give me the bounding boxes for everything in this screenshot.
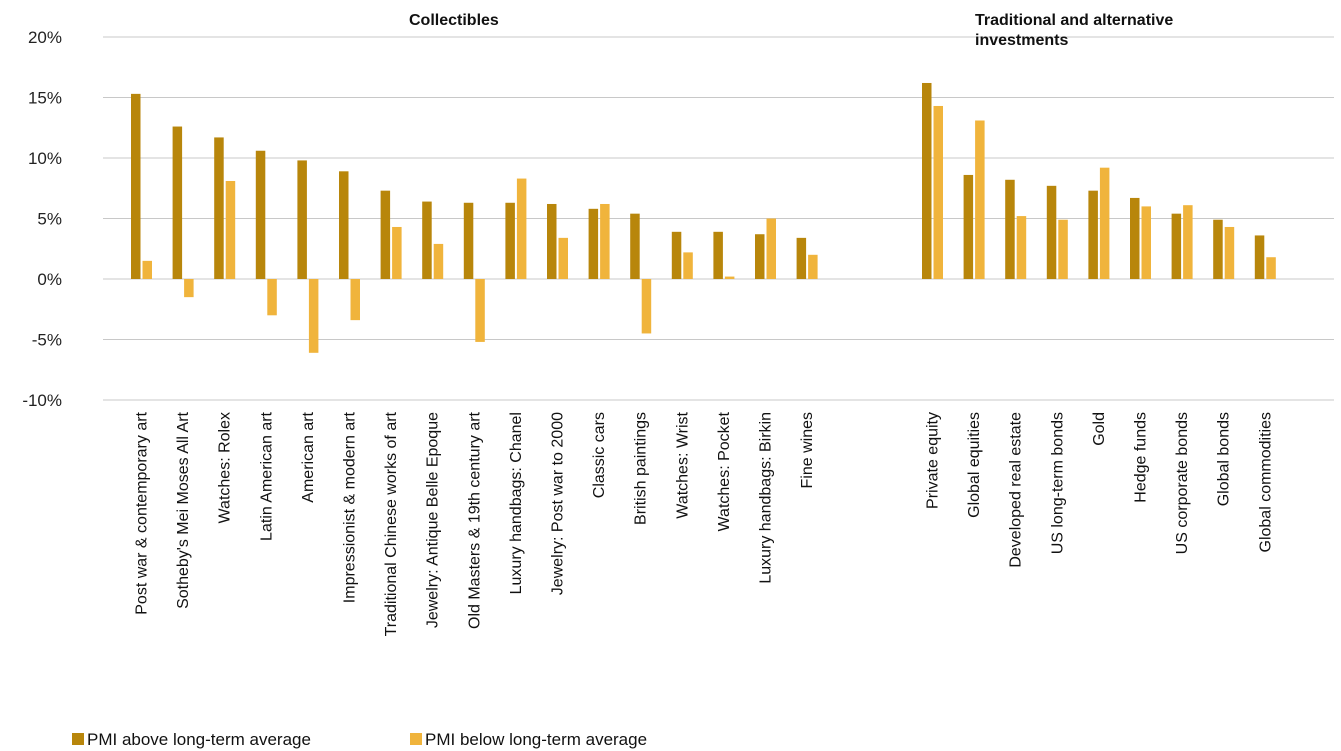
bar-below-average: [808, 254, 818, 279]
legend-swatch: [72, 733, 84, 745]
bar-above-average: [297, 160, 307, 279]
bar-below-average: [475, 279, 485, 342]
category-label: Post war & contemporary art: [134, 411, 151, 614]
bar-below-average: [142, 260, 152, 279]
category-label: Watches: Pocket: [716, 411, 733, 531]
bar-above-average: [547, 203, 557, 279]
bar-above-average: [422, 201, 432, 279]
y-tick-label: -10%: [22, 391, 62, 410]
bar-below-average: [683, 252, 693, 279]
bar-below-average: [600, 203, 610, 279]
bar-below-average: [558, 237, 568, 279]
y-tick-label: 10%: [28, 149, 62, 168]
bar-below-average: [267, 279, 277, 316]
category-label: Fine wines: [799, 412, 816, 488]
category-label: Classic cars: [591, 412, 608, 498]
category-label: Traditional Chinese works of art: [383, 411, 400, 636]
category-label: Global equities: [966, 412, 983, 518]
category-label: Gold: [1091, 412, 1108, 446]
category-label: Global bonds: [1216, 412, 1233, 506]
y-tick-label: 15%: [28, 89, 62, 108]
y-tick-label: 0%: [37, 270, 62, 289]
bar-below-average: [724, 276, 735, 279]
category-labels: Post war & contemporary art Sotheby's Mei…: [134, 411, 1275, 636]
y-tick-label: -5%: [32, 331, 62, 350]
category-label: US long-term bonds: [1049, 412, 1066, 554]
category-label: Hedge funds: [1133, 412, 1150, 503]
bar-above-average: [713, 231, 723, 279]
bar-below-average: [1183, 205, 1193, 279]
bars: [131, 82, 1276, 353]
bar-above-average: [1005, 179, 1015, 279]
group-titles: Collectibles Traditional and alternative i…: [409, 12, 1173, 49]
category-label: Jewelry: Post war to 2000: [550, 412, 567, 595]
group-title: Traditional and alternative: [975, 12, 1173, 29]
bar-below-average: [516, 178, 527, 279]
bar-above-average: [1254, 235, 1265, 279]
category-label: Global commodities: [1257, 412, 1274, 553]
category-label: British paintings: [633, 412, 650, 525]
category-label: Old Masters & 19th century art: [466, 411, 483, 629]
bar-above-average: [796, 237, 807, 279]
legend-label: PMI above long-term average: [87, 730, 311, 749]
category-label: Impressionist & modern art: [342, 411, 359, 603]
category-label: Jewelry: Antique Belle Epoque: [425, 412, 442, 628]
y-tick-label: 20%: [28, 28, 62, 47]
category-label: Latin American art: [258, 411, 275, 541]
bar-below-average: [350, 279, 360, 321]
bar-above-average: [671, 231, 682, 279]
bar-below-average: [933, 105, 943, 279]
legend-label: PMI below long-term average: [425, 730, 647, 749]
bar-below-average: [766, 218, 776, 279]
y-axis-ticks: 20% 15% 10% 5% 0% -5% -10%: [22, 28, 62, 410]
group-title: Collectibles: [409, 12, 499, 29]
bar-below-average: [392, 226, 402, 279]
bar-above-average: [339, 171, 349, 279]
bar-above-average: [588, 208, 599, 279]
bar-above-average: [463, 202, 474, 279]
category-label: Private equity: [925, 412, 942, 509]
bar-below-average: [433, 243, 444, 279]
bar-below-average: [641, 279, 652, 334]
bar-above-average: [131, 93, 141, 280]
category-label: Developed real estate: [1008, 412, 1025, 568]
bar-below-average: [184, 279, 194, 298]
bar-above-average: [1213, 219, 1223, 279]
bar-above-average: [1046, 185, 1057, 279]
bar-below-average: [1266, 257, 1276, 279]
bar-above-average: [505, 202, 515, 279]
bar-below-average: [1099, 167, 1110, 279]
bar-above-average: [255, 150, 266, 279]
bar-below-average: [1058, 219, 1068, 279]
bar-below-average: [1141, 206, 1151, 279]
bar-above-average: [963, 174, 974, 279]
bar-below-average: [308, 279, 319, 353]
bar-above-average: [1171, 213, 1182, 279]
category-label: Watches: Rolex: [217, 412, 234, 523]
y-tick-label: 5%: [37, 210, 62, 229]
bar-below-average: [975, 120, 985, 280]
bar-below-average: [1016, 216, 1027, 279]
bar-above-average: [630, 213, 640, 279]
bar-above-average: [755, 234, 765, 279]
bar-above-average: [922, 82, 932, 279]
category-label: Watches: Wrist: [674, 411, 691, 518]
category-label: Luxury handbags: Chanel: [508, 412, 525, 594]
group-title: investments: [975, 32, 1068, 49]
legend-swatch: [410, 733, 422, 745]
bar-above-average: [380, 190, 391, 279]
category-label: Luxury handbags: Birkin: [758, 412, 775, 584]
category-label: American art: [300, 411, 317, 502]
bar-above-average: [1088, 190, 1098, 279]
bar-below-average: [1224, 226, 1235, 279]
bar-below-average: [225, 180, 236, 279]
bar-above-average: [1130, 197, 1140, 279]
legend: PMI above long-term average PMI below lon…: [72, 730, 647, 749]
bar-above-average: [214, 137, 224, 279]
category-label: US corporate bonds: [1174, 412, 1191, 554]
bar-above-average: [172, 126, 183, 279]
category-label: Sotheby's Mei Moses All Art: [175, 411, 192, 608]
